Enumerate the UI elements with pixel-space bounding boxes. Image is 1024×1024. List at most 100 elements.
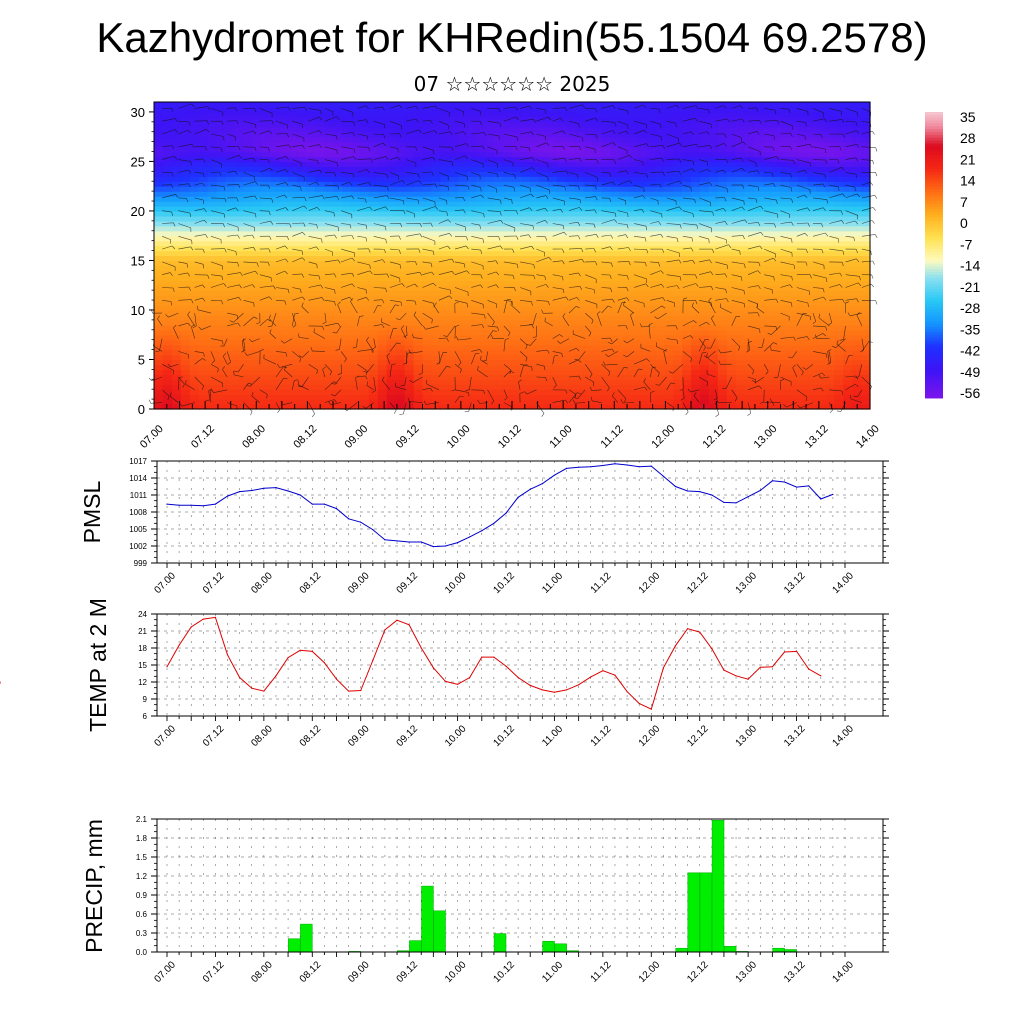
pmsl-point	[626, 464, 628, 466]
pmsl-point	[287, 490, 289, 492]
temperature-point	[457, 683, 459, 685]
heatmap-y-tick-label: 10	[131, 303, 145, 318]
pmsl-point	[759, 489, 761, 492]
x-tick-label: 09.00	[346, 959, 372, 985]
colorbar-swatch	[925, 114, 943, 119]
precip-panel: 0.0 0.3 0.6 0.9 1.2 1.5 1.8 2.1 07.00 07.12 08.00 0…	[81, 815, 889, 985]
colorbar-swatch	[925, 260, 943, 265]
pmsl-point	[348, 518, 350, 520]
pmsl-point	[275, 487, 277, 489]
precip-bar	[723, 946, 737, 953]
colorbar-swatch	[925, 129, 943, 133]
colorbar-swatch	[925, 120, 943, 124]
temperature-point	[783, 651, 786, 653]
pmsl-point	[747, 496, 749, 498]
heatmap-x-tick-label: 09.00	[342, 423, 370, 451]
heatmap-y-tick-label: 0	[138, 402, 145, 417]
y-tick-label: 1014	[129, 474, 147, 483]
heatmap-y-tick-label: 5	[138, 352, 145, 367]
pmsl-point	[457, 542, 459, 544]
colorbar-swatch	[925, 352, 943, 356]
heatmap-x-tick-label: 11.12	[598, 423, 625, 450]
x-tick-label: 09.12	[395, 959, 421, 985]
temperature-grid	[157, 614, 883, 716]
temperature-point	[214, 616, 216, 619]
precip-bar	[542, 940, 555, 953]
colorbar-swatch	[925, 215, 943, 219]
precip-bar	[711, 820, 725, 953]
colorbar-swatch	[925, 197, 943, 202]
temperature-point	[226, 654, 229, 656]
y-tick-label: 0.0	[136, 948, 148, 957]
colorbar-label: -49	[960, 364, 980, 380]
precip-bars	[288, 820, 797, 953]
pmsl-point	[699, 491, 701, 493]
colorbar-swatch	[925, 246, 943, 250]
heatmap-x-tick-label: 07.00	[138, 423, 166, 451]
pmsl-point	[565, 467, 568, 469]
colorbar-label: -42	[960, 343, 980, 359]
x-tick-label: 10.12	[491, 723, 517, 749]
temperature-point	[493, 656, 495, 658]
x-tick-label: 12.00	[637, 723, 663, 749]
precip-bar	[772, 947, 785, 953]
y-tick-label: 18	[138, 644, 147, 653]
heatmap-x-tick-label: 10.12	[496, 423, 524, 451]
y-tick-label: 1017	[129, 457, 147, 466]
temperature-series	[0, 616, 822, 710]
heatmap-y-tick-label: 25	[131, 154, 145, 169]
y-tick-label: 6	[143, 712, 148, 721]
x-tick-label: 14.00	[830, 570, 856, 596]
y-tick-label: 0.3	[136, 929, 148, 938]
colorbar-swatch	[925, 380, 943, 385]
colorbar-swatch	[925, 154, 943, 159]
heatmap-x-tick-label: 10.00	[445, 423, 473, 451]
colorbar-swatch	[925, 266, 943, 270]
colorbar-swatch	[925, 252, 943, 256]
pmsl-point	[226, 495, 229, 497]
precip-bar	[554, 943, 567, 953]
colorbar-swatch	[925, 126, 943, 130]
pmsl-point	[638, 466, 640, 468]
x-tick-label: 11.00	[540, 570, 565, 595]
colorbar-label: 21	[960, 151, 976, 167]
pmsl-point	[190, 504, 192, 506]
precip-bar	[675, 947, 688, 953]
colorbar-swatch	[925, 358, 943, 362]
colorbar-swatch	[925, 200, 943, 205]
pmsl-axis-label: PMSL	[79, 480, 105, 543]
colorbar-swatch	[925, 226, 943, 230]
colorbar-swatch	[925, 209, 943, 213]
colorbar-swatch	[925, 134, 943, 139]
x-tick-label: 14.00	[830, 723, 856, 749]
pmsl-point	[202, 505, 204, 507]
pmsl-point	[711, 494, 713, 496]
colorbar-swatch	[925, 272, 943, 276]
temperature-point	[287, 657, 289, 659]
pmsl-point	[420, 541, 422, 543]
colorbar-swatch	[925, 229, 943, 233]
colorbar-swatch	[925, 186, 943, 190]
colorbar-swatch	[925, 372, 943, 376]
colorbar-swatch	[925, 389, 943, 393]
y-tick-label: 21	[138, 627, 147, 636]
temperature-point	[396, 619, 398, 621]
temperature-point	[432, 667, 434, 669]
y-tick-label: 1002	[129, 542, 147, 551]
pmsl-panel: 999 1002 1005 1008 1011 1014 1017 07.00 07.12 08.…	[79, 457, 889, 596]
temperature-point	[602, 670, 604, 672]
colorbar-swatch	[925, 343, 943, 348]
colorbar-swatch	[925, 392, 943, 396]
colorbar-swatch	[925, 315, 943, 319]
temperature-point	[565, 689, 568, 691]
temperature-point	[541, 689, 543, 691]
x-tick-label: 10.00	[443, 959, 469, 985]
colorbar-label: -21	[960, 279, 980, 295]
colorbar-swatch	[925, 232, 943, 236]
colorbar-swatch	[925, 174, 943, 179]
colorbar-swatch	[925, 317, 943, 322]
temperature-point	[166, 666, 168, 668]
colorbar-swatch	[925, 146, 943, 150]
precip-bar	[687, 872, 700, 953]
colorbar-swatch	[925, 243, 943, 247]
